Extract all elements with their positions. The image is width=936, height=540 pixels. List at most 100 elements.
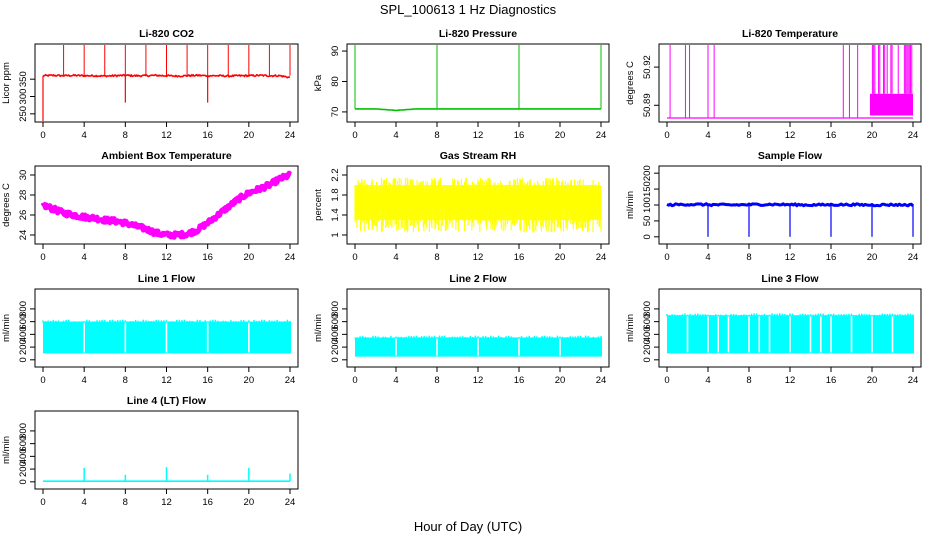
y-tick-label: 800 [18, 423, 29, 439]
x-tick-label: 12 [161, 375, 172, 386]
x-tick-label: 4 [82, 130, 87, 141]
y-tick-label: 200 [18, 339, 29, 355]
series-line-0 [355, 108, 601, 112]
x-tick-label: 4 [393, 375, 398, 386]
y-axis-label: ml/min [625, 191, 636, 219]
x-tick-label: 16 [826, 252, 837, 263]
x-tick-label: 0 [352, 252, 357, 263]
y-tick-label: 50.89 [642, 93, 653, 117]
x-tick-label: 8 [123, 375, 128, 386]
x-tick-label: 20 [244, 252, 255, 263]
x-tick-label: 0 [664, 375, 669, 386]
x-tick-label: 24 [285, 252, 296, 263]
y-tick-label: 600 [330, 314, 341, 330]
x-tick-label: 12 [473, 375, 484, 386]
x-tick-label: 20 [555, 375, 566, 386]
panel-title: Li-820 Temperature [742, 28, 838, 40]
series-line-0 [40, 170, 293, 240]
y-tick-label: 0 [330, 357, 341, 362]
y-tick-label: 80 [330, 76, 341, 87]
x-tick-label: 20 [244, 375, 255, 386]
x-tick-label: 0 [352, 375, 357, 386]
x-tick-label: 20 [555, 130, 566, 141]
x-tick-label: 4 [705, 375, 710, 386]
temp-noise-block [869, 93, 913, 116]
x-tick-label: 16 [826, 375, 837, 386]
panel-7: Line 2 Flow ml/min 0 4 8 12 16 20 24 0 20040060080… [313, 273, 610, 386]
panel-title: Ambient Box Temperature [101, 150, 232, 162]
y-tick-label: 800 [330, 301, 341, 317]
panel-title: Gas Stream RH [440, 150, 516, 162]
x-tick-label: 16 [514, 252, 525, 263]
x-tick-label: 12 [473, 252, 484, 263]
x-tick-label: 12 [473, 130, 484, 141]
y-tick-label: 600 [18, 314, 29, 330]
y-tick-label: 30 [18, 170, 29, 181]
x-tick-label: 8 [123, 497, 128, 508]
y-tick-label: 1.4 [330, 208, 341, 221]
x-tick-label: 20 [867, 130, 878, 141]
x-tick-label: 24 [908, 252, 919, 263]
x-tick-label: 24 [596, 252, 607, 263]
y-tick-label: 2.2 [330, 168, 341, 181]
panel-9: Line 4 (LT) Flow ml/min 0 4 8 12 16 20 24 0 200400… [1, 395, 299, 508]
x-tick-label: 16 [202, 497, 213, 508]
x-tick-label: 0 [40, 130, 45, 141]
x-tick-label: 24 [908, 375, 919, 386]
y-tick-label: 100 [642, 197, 653, 213]
y-axis-label: kPa [313, 74, 324, 91]
x-tick-label: 12 [161, 130, 172, 141]
panel-title: Li-820 CO2 [139, 28, 194, 40]
x-tick-label: 8 [434, 375, 439, 386]
y-tick-label: 400 [330, 326, 341, 342]
y-tick-label: 250 [18, 106, 29, 122]
x-tick-label: 16 [514, 375, 525, 386]
y-tick-label: 90 [330, 46, 341, 57]
panel-title: Sample Flow [758, 150, 823, 162]
x-tick-label: 8 [434, 130, 439, 141]
figure-x-axis-label: Hour of Day (UTC) [414, 519, 522, 534]
x-tick-label: 4 [705, 130, 710, 141]
y-tick-label: 200 [642, 165, 653, 181]
y-tick-label: 26 [18, 210, 29, 221]
x-tick-label: 0 [40, 375, 45, 386]
x-tick-label: 16 [202, 130, 213, 141]
x-tick-label: 4 [393, 130, 398, 141]
y-tick-label: 150 [642, 181, 653, 197]
x-tick-label: 0 [664, 130, 669, 141]
panel-1: Li-820 Pressure kPa 0 4 8 12 16 20 24 70 80 90 [313, 28, 610, 141]
x-tick-label: 20 [555, 252, 566, 263]
x-tick-label: 4 [82, 497, 87, 508]
panel-title: Li-820 Pressure [439, 28, 517, 40]
x-tick-label: 0 [352, 130, 357, 141]
y-axis-label: degrees C [625, 61, 636, 105]
x-tick-label: 20 [244, 130, 255, 141]
panel-8: Line 3 Flow ml/min 0 4 8 12 16 20 24 0 20040060080… [625, 273, 922, 386]
y-axis-label: ml/min [625, 314, 636, 342]
x-tick-label: 16 [202, 252, 213, 263]
y-tick-label: 0 [642, 234, 653, 239]
y-tick-label: 400 [18, 448, 29, 464]
panel-title: Line 3 Flow [761, 273, 819, 285]
x-tick-label: 24 [596, 130, 607, 141]
x-tick-label: 4 [705, 252, 710, 263]
y-tick-label: 200 [642, 339, 653, 355]
x-tick-label: 24 [285, 375, 296, 386]
x-tick-label: 20 [867, 252, 878, 263]
y-tick-label: 600 [18, 436, 29, 452]
x-tick-label: 0 [40, 252, 45, 263]
y-tick-label: 350 [18, 71, 29, 87]
x-tick-label: 4 [82, 375, 87, 386]
panel-2: Li-820 Temperature degrees C 0 4 8 12 16 20 24 50… [625, 28, 922, 141]
x-tick-label: 8 [746, 375, 751, 386]
x-tick-label: 12 [785, 130, 796, 141]
x-tick-label: 12 [785, 375, 796, 386]
x-tick-label: 8 [123, 252, 128, 263]
y-tick-label: 0 [18, 479, 29, 484]
x-tick-label: 16 [202, 375, 213, 386]
y-tick-label: 400 [642, 326, 653, 342]
y-tick-label: 400 [18, 326, 29, 342]
y-tick-label: 300 [18, 89, 29, 105]
